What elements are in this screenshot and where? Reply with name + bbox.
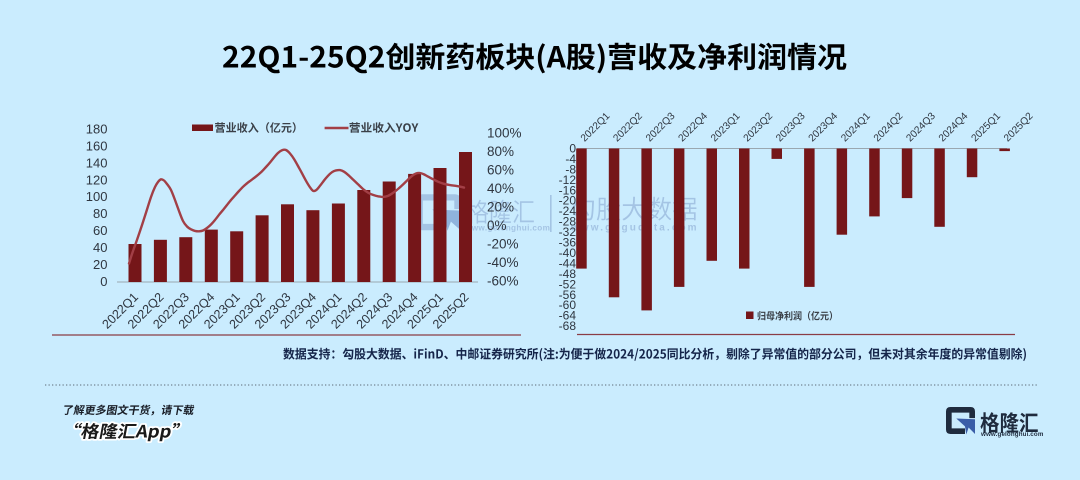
svg-text:-28: -28 [559,215,577,229]
svg-text:20: 20 [93,257,107,272]
svg-text:-44: -44 [559,256,577,270]
svg-text:-68: -68 [559,319,577,333]
svg-text:-52: -52 [559,277,577,291]
svg-text:80: 80 [93,206,107,221]
svg-text:www.gogudata.com: www.gogudata.com [570,223,699,234]
svg-text:0: 0 [100,274,107,289]
svg-text:140: 140 [86,155,108,170]
svg-text:160: 160 [86,138,108,153]
svg-text:40: 40 [93,240,107,255]
svg-text:-20: -20 [559,194,577,208]
svg-text:60%: 60% [487,162,514,177]
svg-text:-16: -16 [559,183,577,197]
svg-text:120: 120 [86,172,108,187]
svg-text:www.gelonghui.com: www.gelonghui.com [980,431,1044,438]
svg-text:-48: -48 [559,267,577,281]
svg-text:180: 180 [86,122,108,137]
svg-text:0: 0 [569,142,576,156]
svg-text:0%: 0% [487,218,507,233]
svg-text:60: 60 [93,223,107,238]
svg-text:-64: -64 [559,309,577,323]
svg-text:-40: -40 [559,246,577,260]
svg-text:-8: -8 [565,162,576,176]
svg-text:-60%: -60% [487,274,519,289]
svg-text:-24: -24 [559,204,577,218]
svg-text:-4: -4 [565,152,576,166]
svg-text:-12: -12 [559,173,577,187]
svg-text:-32: -32 [559,225,577,239]
svg-text:40%: 40% [487,181,514,196]
svg-text:www.gelonghui.com: www.gelonghui.com [464,224,550,233]
svg-text:80%: 80% [487,144,514,159]
svg-text:-60: -60 [559,298,577,312]
svg-text:100: 100 [86,189,108,204]
svg-text:20%: 20% [487,200,514,215]
svg-text:100%: 100% [487,125,522,140]
svg-text:-36: -36 [559,236,577,250]
svg-text:-56: -56 [559,288,577,302]
svg-text:-20%: -20% [487,237,519,252]
svg-text:-40%: -40% [487,255,519,270]
